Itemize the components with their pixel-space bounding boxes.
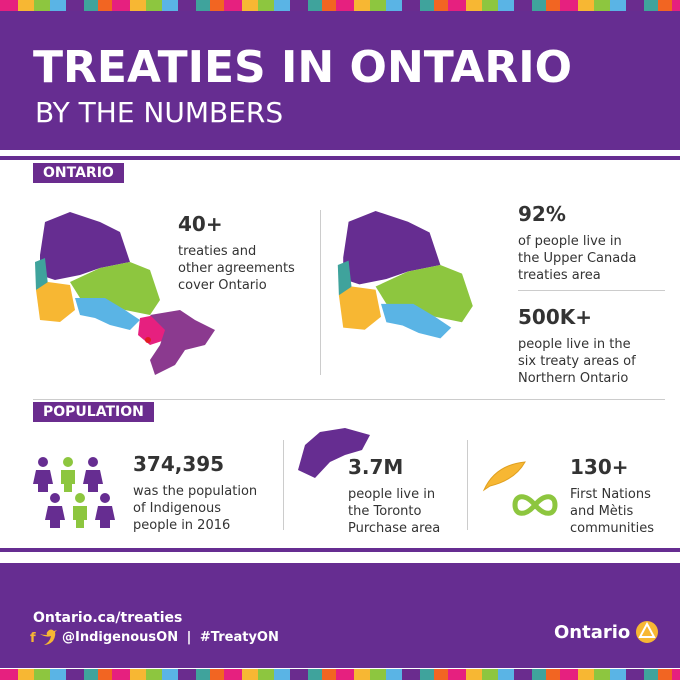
trillium-mark — [638, 621, 656, 638]
toronto-map — [298, 428, 370, 478]
stat-text: the Toronto — [348, 504, 422, 519]
stat-figure: 130+ — [570, 455, 629, 479]
title: TREATIES IN ONTARIO — [33, 42, 573, 93]
people-icons — [33, 457, 115, 528]
stat-text: of Indigenous — [133, 501, 222, 516]
logo-text: Ontario — [554, 622, 631, 643]
stat-text: communities — [570, 521, 654, 536]
footer-band — [0, 563, 680, 668]
divider — [33, 399, 665, 400]
section-label: POPULATION — [33, 402, 154, 422]
stat-text: people in 2016 — [133, 518, 231, 533]
subtitle: BY THE NUMBERS — [35, 96, 284, 129]
stat-figure: 374,395 — [133, 452, 225, 476]
stat-figure: 3.7M — [348, 455, 404, 479]
footer-handles: @IndigenousON | #TreatyON — [62, 630, 279, 645]
stat-text: of people live in — [518, 234, 622, 249]
stat-text: and Mètis — [570, 504, 634, 519]
stat-figure: 92% — [518, 202, 566, 226]
stat-text: people live in — [348, 487, 436, 502]
ontario-north-map — [337, 210, 473, 339]
twitter-icon — [40, 629, 57, 645]
feather-icon — [482, 461, 526, 492]
divider — [518, 290, 665, 291]
stat-figure: 40+ — [178, 212, 223, 236]
stat-text: cover Ontario — [178, 278, 267, 293]
handle: #TreatyON — [199, 630, 279, 645]
ontario-map — [35, 212, 215, 375]
stat-text: treaties and — [178, 244, 257, 259]
stat-text: was the population — [133, 484, 258, 499]
stat-text: six treaty areas of — [518, 354, 636, 369]
facebook-icon: f — [30, 631, 36, 646]
bottom-stripe — [0, 669, 680, 680]
rule — [0, 156, 680, 160]
stat-text: First Nations — [570, 487, 651, 502]
separator: | — [186, 630, 192, 645]
stat-text: the Upper Canada — [518, 251, 637, 266]
rule — [0, 548, 680, 552]
infinity-icon — [512, 494, 558, 516]
divider — [283, 440, 284, 530]
handle: @IndigenousON — [62, 630, 179, 645]
divider — [320, 210, 321, 375]
stat-text: people live in the — [518, 337, 631, 352]
stat-text: Northern Ontario — [518, 371, 629, 386]
top-stripe — [0, 0, 680, 11]
stat-text: Purchase area — [348, 521, 441, 536]
divider — [467, 440, 468, 530]
footer-url: Ontario.ca/treaties — [33, 610, 183, 626]
section-label: ONTARIO — [33, 163, 124, 183]
stat-figure: 500K+ — [518, 305, 593, 329]
stat-text: treaties area — [518, 268, 601, 283]
stat-text: other agreements — [178, 261, 295, 276]
header-band — [0, 11, 680, 150]
